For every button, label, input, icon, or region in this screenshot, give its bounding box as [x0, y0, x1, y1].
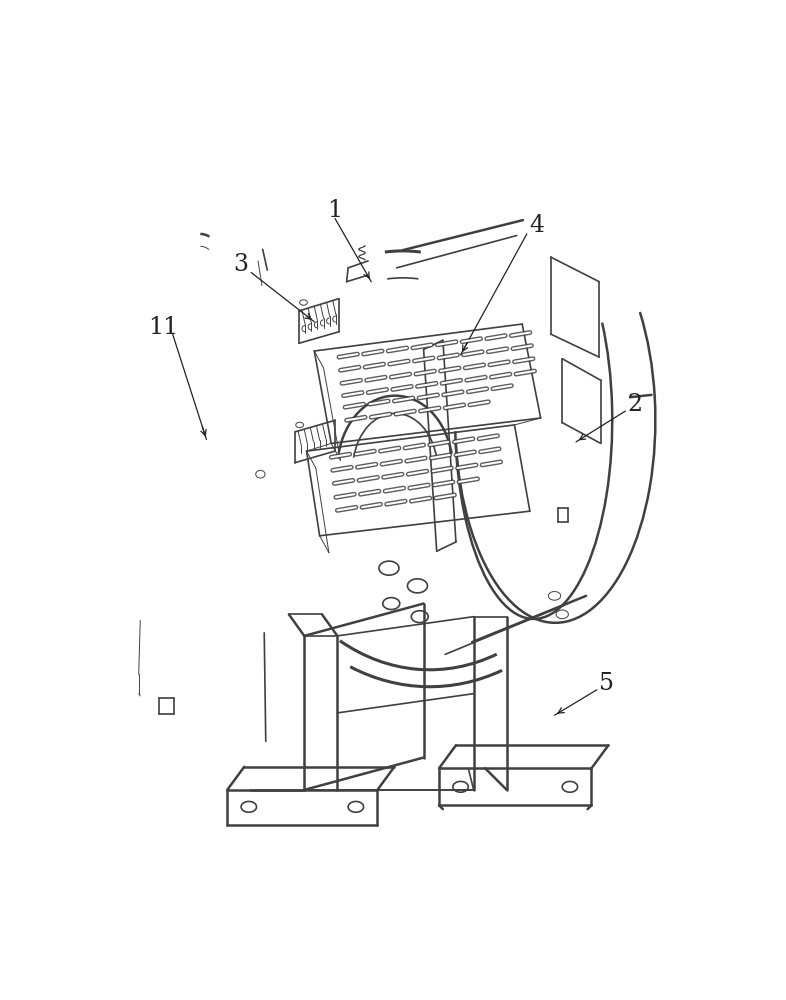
Text: 11: 11 [149, 316, 178, 339]
Text: 4: 4 [529, 214, 545, 237]
Text: 5: 5 [600, 672, 615, 695]
Text: 3: 3 [233, 253, 248, 276]
Text: 1: 1 [328, 199, 343, 222]
Text: 2: 2 [628, 393, 643, 416]
